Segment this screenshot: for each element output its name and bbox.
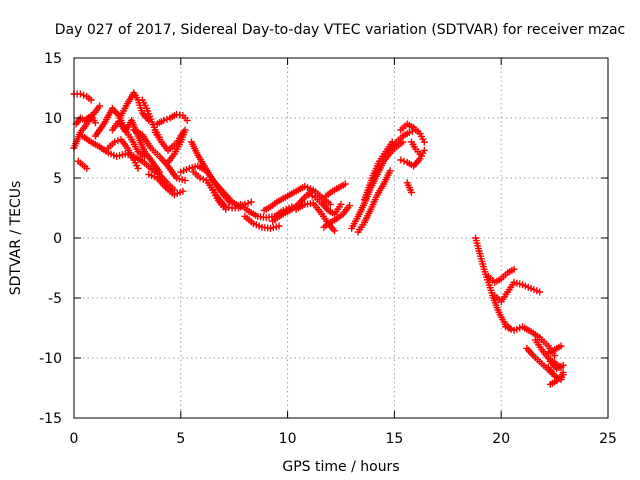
data-point — [155, 168, 163, 176]
data-point — [164, 158, 172, 166]
series-track-13 — [153, 110, 191, 128]
data-point — [244, 199, 252, 207]
y-tick-label: -15 — [39, 411, 62, 427]
data-point — [386, 167, 394, 175]
series-track-32 — [397, 146, 428, 170]
data-point — [114, 137, 122, 145]
y-tick-label: 10 — [44, 111, 62, 127]
data-point — [87, 96, 95, 104]
x-axis-label: GPS time / hours — [282, 459, 399, 475]
series-track-26 — [322, 180, 349, 200]
data-point — [80, 91, 88, 99]
series-track-28 — [354, 167, 394, 236]
series-track-10 — [130, 126, 189, 184]
series-track-44 — [546, 358, 567, 373]
y-axis-label: SDTVAR / TECUs — [8, 181, 24, 296]
grid — [74, 58, 608, 418]
data-point — [510, 265, 518, 273]
data-point — [559, 361, 567, 369]
x-tick-label: 10 — [279, 431, 297, 447]
data-point — [91, 119, 99, 127]
series-track-24 — [305, 191, 345, 218]
data-point — [407, 188, 415, 196]
data-point — [226, 198, 234, 206]
series-track-12 — [151, 126, 189, 166]
data-point — [405, 128, 413, 136]
series-track-25 — [320, 202, 354, 231]
data-point — [196, 174, 204, 182]
data-point — [326, 200, 334, 208]
series-track-18 — [209, 186, 230, 213]
data-points — [70, 89, 567, 388]
data-point — [134, 164, 142, 172]
x-tick-label: 0 — [70, 431, 79, 447]
y-tick-labels: -15 -10 -5 0 5 10 15 — [39, 51, 62, 427]
data-point — [551, 352, 559, 360]
data-point — [397, 156, 405, 164]
series-track-9 — [117, 89, 153, 124]
data-point — [163, 115, 171, 123]
series-track-7 — [104, 136, 142, 172]
x-tick-label: 5 — [176, 431, 185, 447]
x-tick-label: 25 — [599, 431, 617, 447]
x-tick-labels: 0 5 10 15 20 25 — [70, 431, 617, 447]
data-point — [83, 164, 91, 172]
data-point — [420, 146, 428, 154]
data-point — [536, 288, 544, 296]
series-track-34 — [407, 138, 424, 158]
x-tick-label: 15 — [385, 431, 403, 447]
series-track-16 — [187, 138, 234, 206]
data-point — [341, 180, 349, 188]
series-track-1 — [70, 102, 104, 152]
data-point — [305, 191, 313, 199]
data-point — [400, 157, 408, 165]
y-tick-label: -5 — [48, 291, 62, 307]
data-point — [557, 342, 565, 350]
data-point — [331, 227, 339, 235]
series-track-31 — [397, 120, 428, 146]
data-point — [308, 192, 316, 200]
series-track-14 — [145, 170, 187, 199]
data-point — [111, 138, 119, 146]
series-track-37 — [491, 278, 544, 306]
data-point — [337, 200, 345, 208]
series-track-42 — [546, 371, 567, 388]
series-track-29 — [360, 138, 396, 204]
series-track-43 — [544, 342, 565, 357]
data-point — [160, 116, 168, 124]
data-point — [247, 198, 255, 206]
y-tick-label: -10 — [39, 351, 62, 367]
data-point — [96, 102, 104, 110]
data-point — [420, 138, 428, 146]
series-track-3 — [74, 157, 91, 172]
x-tick-label: 20 — [492, 431, 510, 447]
data-point — [199, 175, 207, 183]
data-point — [179, 187, 187, 195]
data-point — [183, 116, 191, 124]
data-point — [181, 176, 189, 184]
series-track-20 — [241, 212, 283, 232]
chart-title: Day 027 of 2017, Sidereal Day-to-day VTE… — [55, 22, 625, 38]
data-point — [346, 202, 354, 210]
series-track-27 — [348, 138, 407, 232]
data-point — [275, 222, 283, 230]
y-tick-label: 5 — [53, 171, 62, 187]
data-point — [222, 205, 230, 213]
axis-ticks — [73, 57, 609, 419]
y-tick-label: 15 — [44, 51, 62, 67]
series-track-36 — [484, 265, 518, 286]
data-point — [559, 371, 567, 379]
y-tick-label: 0 — [53, 231, 62, 247]
data-point — [416, 150, 424, 158]
data-point — [76, 90, 84, 98]
series-track-33 — [403, 179, 415, 196]
data-point — [399, 138, 407, 146]
